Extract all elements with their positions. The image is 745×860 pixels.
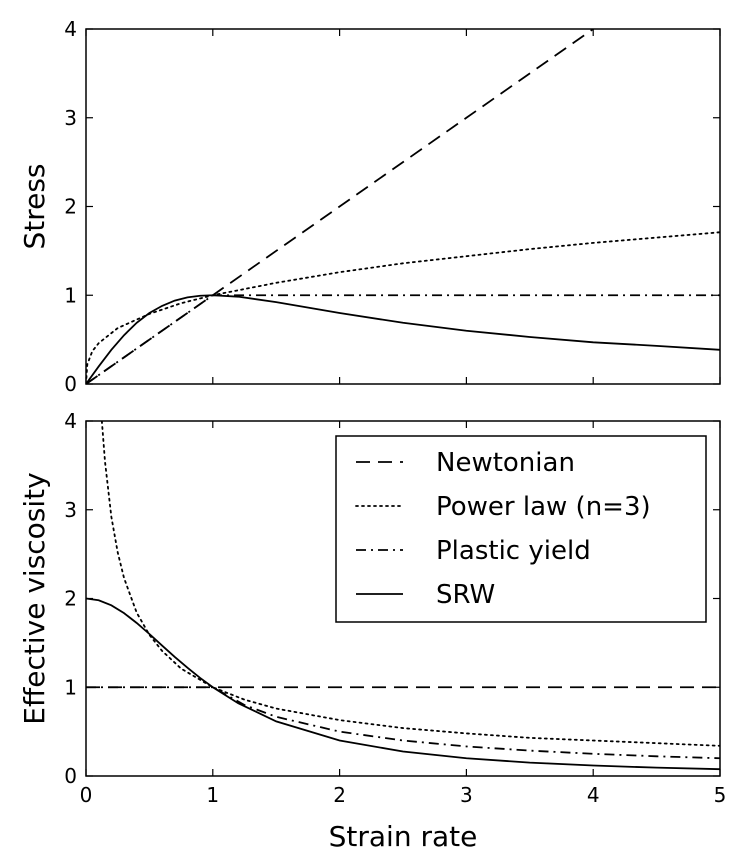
y-tick-label: 2 <box>64 195 77 219</box>
y-axis-label: Stress <box>18 163 51 249</box>
viscosity-panel: 0 1 2 3 4 0 1 2 3 4 5 Effective viscosity Strain rat… <box>18 409 726 853</box>
x-tick-label: 2 <box>333 783 346 807</box>
series-line-srw <box>86 294 720 384</box>
series-line-power <box>86 231 720 384</box>
y-tick-label: 2 <box>64 587 77 611</box>
x-tick-label: 4 <box>587 783 600 807</box>
y-tick-label: 1 <box>64 675 77 699</box>
stress-panel: 0 1 2 3 4 Stress <box>18 17 721 396</box>
y-tick-label: 4 <box>64 17 77 41</box>
x-axis-label: Strain rate <box>329 820 478 853</box>
series-line-power <box>100 421 720 747</box>
y-tick-label: 1 <box>64 283 77 307</box>
series-line-newtonian <box>86 29 595 384</box>
y-tick-label: 3 <box>64 498 77 522</box>
x-tick-label: 1 <box>206 783 219 807</box>
x-tick-label: 0 <box>80 783 93 807</box>
legend-label-plastic: Plastic yield <box>436 536 591 566</box>
y-axis-label: Effective viscosity <box>18 472 51 724</box>
legend-box <box>335 435 707 623</box>
y-tick-label: 3 <box>64 106 77 130</box>
x-tick-label: 3 <box>460 783 473 807</box>
legend-label-srw: SRW <box>436 580 495 610</box>
y-tick-label: 4 <box>64 409 77 433</box>
legend-label-power: Power law (n=3) <box>436 492 651 522</box>
plot-frame <box>85 28 721 385</box>
y-tick-label: 0 <box>64 764 77 788</box>
series-line-plastic <box>86 686 720 760</box>
legend-label-newtonian: Newtonian <box>436 448 575 478</box>
x-tick-label: 5 <box>714 783 727 807</box>
legend: Newtonian Power law (n=3) Plastic yield SRW <box>335 435 707 623</box>
series-line-plastic <box>86 294 720 384</box>
series-line-srw <box>86 597 720 771</box>
y-tick-label: 0 <box>64 372 77 396</box>
